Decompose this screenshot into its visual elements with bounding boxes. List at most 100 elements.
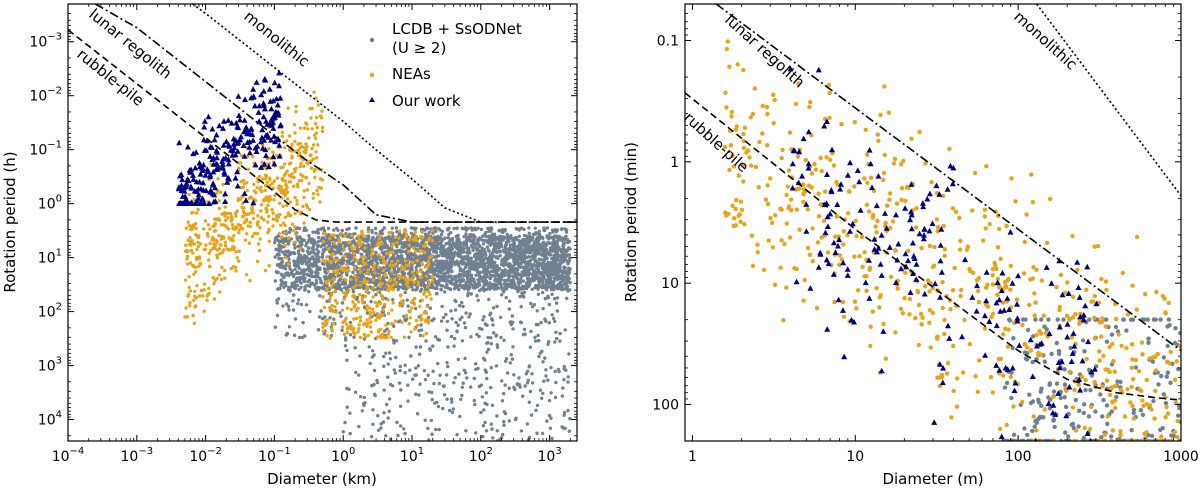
data-point <box>315 288 319 292</box>
data-point <box>287 180 291 184</box>
data-point <box>433 286 437 290</box>
data-point-triangle <box>179 176 186 183</box>
data-point <box>425 265 430 269</box>
data-point <box>276 287 280 291</box>
data-point <box>455 226 459 230</box>
data-point <box>564 230 569 234</box>
data-point <box>187 275 191 279</box>
data-point <box>384 268 388 273</box>
data-point <box>302 195 306 200</box>
data-point <box>280 130 284 134</box>
data-point <box>515 382 520 386</box>
data-point <box>381 297 385 301</box>
data-point <box>240 214 245 219</box>
data-point-triangle <box>212 198 219 204</box>
data-point <box>370 243 374 247</box>
data-point <box>301 275 305 279</box>
data-point <box>409 300 414 305</box>
data-point-triangle <box>268 137 275 143</box>
data-point <box>389 287 393 291</box>
data-point <box>320 109 324 113</box>
data-point <box>293 280 297 284</box>
data-point <box>243 238 248 242</box>
data-point <box>226 227 231 231</box>
data-point <box>427 230 431 235</box>
data-point <box>256 242 261 246</box>
data-point <box>193 294 197 298</box>
data-point <box>327 279 331 283</box>
data-point <box>543 264 547 269</box>
data-point-triangle <box>206 200 213 206</box>
data-point <box>363 249 368 253</box>
data-point <box>324 276 328 281</box>
data-point <box>535 246 540 250</box>
data-point <box>555 277 559 282</box>
data-point <box>348 320 353 325</box>
data-point <box>259 209 263 213</box>
data-point <box>460 279 465 283</box>
data-point <box>286 254 291 259</box>
data-point <box>266 220 270 224</box>
data-point <box>547 413 552 418</box>
data-point <box>525 285 529 290</box>
data-point <box>560 257 565 261</box>
data-point <box>314 254 318 258</box>
data-point <box>513 275 518 279</box>
data-point <box>482 287 487 292</box>
data-point-triangle <box>256 118 263 124</box>
data-point <box>418 243 423 248</box>
data-point <box>368 280 372 284</box>
data-point <box>372 263 376 267</box>
data-point <box>512 236 516 241</box>
data-point <box>414 366 418 370</box>
data-point <box>234 214 238 218</box>
data-point <box>370 384 374 388</box>
data-point <box>184 306 188 310</box>
data-point <box>276 234 281 238</box>
data-point <box>317 259 321 263</box>
data-point-triangle <box>200 161 207 168</box>
data-point <box>544 374 548 378</box>
data-point <box>292 333 297 337</box>
data-point <box>293 225 297 229</box>
data-point <box>396 259 400 263</box>
data-point <box>281 240 285 245</box>
data-point <box>411 260 415 265</box>
data-point <box>460 285 464 289</box>
data-point-triangle <box>258 91 265 98</box>
data-point <box>326 318 330 322</box>
data-point <box>366 267 371 272</box>
data-point <box>413 327 417 331</box>
data-point <box>377 270 382 274</box>
data-point-triangle <box>260 88 267 94</box>
data-point <box>423 319 428 324</box>
data-point <box>562 410 567 415</box>
data-point <box>566 408 570 413</box>
data-point <box>342 297 346 301</box>
data-point <box>394 339 399 343</box>
data-point <box>268 183 272 188</box>
data-point <box>500 258 504 262</box>
data-point <box>196 207 200 212</box>
data-point <box>378 258 382 262</box>
data-point <box>488 313 492 317</box>
data-point <box>183 315 188 319</box>
data-point <box>536 333 540 338</box>
data-point <box>376 289 380 294</box>
data-point <box>506 236 510 240</box>
data-point <box>479 383 483 387</box>
data-point <box>527 226 531 230</box>
data-point <box>434 229 438 233</box>
data-point <box>545 419 549 423</box>
data-point <box>322 284 326 288</box>
data-point <box>293 131 297 135</box>
data-point <box>317 250 321 254</box>
data-point <box>267 229 271 233</box>
data-point <box>349 275 353 279</box>
data-point <box>319 280 323 285</box>
data-point <box>383 287 388 291</box>
data-point <box>293 267 297 272</box>
data-point <box>427 438 431 441</box>
data-point <box>206 223 211 227</box>
data-point <box>449 309 453 313</box>
